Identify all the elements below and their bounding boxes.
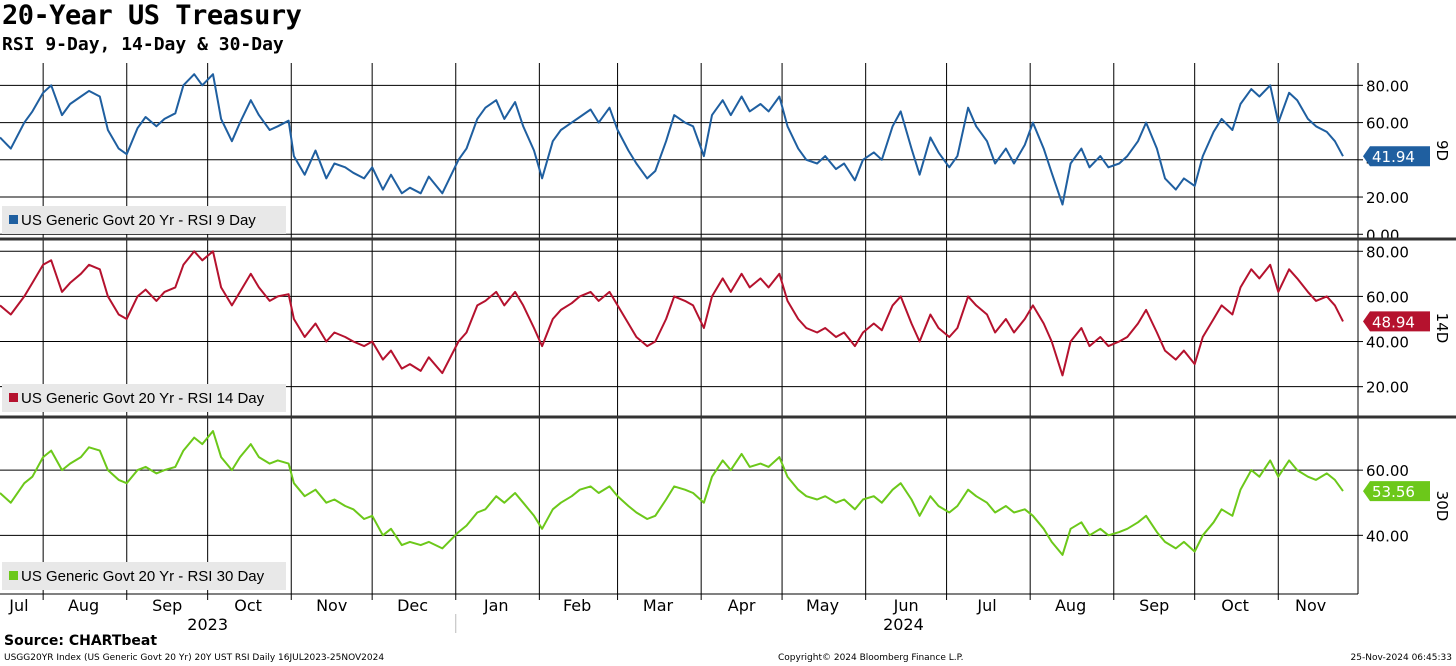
x-tick-label: Dec: [397, 596, 428, 615]
panel-label: 14D: [1433, 313, 1451, 344]
last-value-label: 48.94: [1372, 313, 1415, 331]
y-tick-label: 80.00: [1366, 77, 1409, 95]
year-label: 2023: [187, 615, 228, 634]
last-value-label: 53.56: [1372, 483, 1415, 501]
chart-subtitle: RSI 9-Day, 14-Day & 30-Day: [2, 34, 284, 55]
panel-14D: 80.00 60.00 40.00 20.00 48.94 14D US Generic G…: [0, 240, 1451, 416]
series-line-14D: [0, 250, 1344, 377]
panel-label: 30D: [1433, 491, 1451, 522]
x-tick-label: Aug: [68, 596, 99, 615]
year-label: 2024: [883, 615, 924, 634]
legend-box: [2, 384, 286, 412]
x-tick-label: Feb: [563, 596, 591, 615]
x-tick-label: Apr: [728, 596, 756, 615]
x-tick-label: Sep: [152, 596, 182, 615]
x-tick-label: Nov: [316, 596, 347, 615]
x-tick-label: May: [806, 596, 839, 615]
footer-timestamp: 25-Nov-2024 06:45:33: [1350, 653, 1452, 663]
x-tick-label: Jul: [976, 596, 996, 615]
y-tick-label: 60.00: [1366, 462, 1409, 480]
legend-label: US Generic Govt 20 Yr - RSI 9 Day: [21, 212, 256, 229]
y-tick-label: 20.00: [1366, 189, 1409, 207]
panel-label: 9D: [1433, 140, 1451, 161]
y-tick-label: 60.00: [1366, 288, 1409, 306]
chart-title: 20-Year US Treasury: [2, 0, 302, 31]
x-tick-label: Oct: [234, 596, 262, 615]
y-tick-label: 20.00: [1366, 379, 1409, 397]
x-tick-label: Aug: [1055, 596, 1086, 615]
last-value-marker: [1363, 311, 1430, 332]
footer-index-info: USGG20YR Index (US Generic Govt 20 Yr) 2…: [4, 653, 385, 663]
legend-swatch: [9, 393, 18, 402]
y-tick-label: 40.00: [1366, 334, 1409, 352]
series-line-30D: [0, 430, 1344, 556]
legend-swatch: [9, 215, 18, 224]
last-value-marker: [1363, 481, 1430, 502]
legend-label: US Generic Govt 20 Yr - RSI 30 Day: [21, 568, 265, 585]
legend-label: US Generic Govt 20 Yr - RSI 14 Day: [21, 390, 265, 407]
x-tick-label: Nov: [1295, 596, 1326, 615]
y-tick-label: 40.00: [1366, 527, 1409, 545]
legend-box: [2, 562, 286, 590]
legend-swatch: [9, 571, 18, 580]
y-tick-label: 60.00: [1366, 115, 1409, 133]
x-tick-label: Jun: [893, 596, 919, 615]
x-tick-label: Sep: [1139, 596, 1169, 615]
y-tick-label: 0.00: [1366, 226, 1399, 244]
last-value-label: 41.94: [1372, 148, 1415, 166]
panel-30D: 60.00 40.00 53.56 30D US Generic Govt 20 Yr …: [0, 418, 1451, 594]
y-tick-label: 80.00: [1366, 243, 1409, 261]
last-value-marker: [1363, 146, 1430, 167]
x-tick-label: Oct: [1221, 596, 1249, 615]
x-tick-label: Jul: [8, 596, 28, 615]
footer-copyright: Copyright© 2024 Bloomberg Finance L.P.: [778, 653, 964, 663]
x-tick-label: Jan: [483, 596, 509, 615]
source-note: Source: CHARTbeat: [4, 633, 158, 649]
legend-box: [2, 206, 286, 234]
series-line-9D: [0, 73, 1344, 206]
x-tick-label: Mar: [643, 596, 674, 615]
